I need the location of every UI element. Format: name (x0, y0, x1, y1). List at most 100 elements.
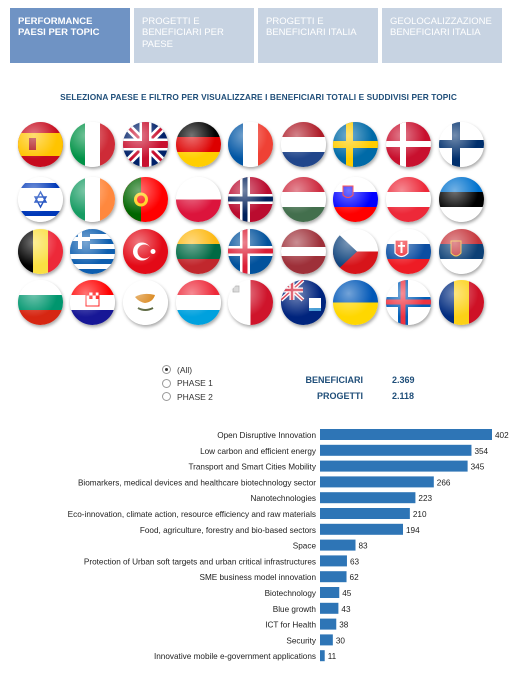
bar[interactable] (320, 508, 410, 519)
bar[interactable] (320, 618, 337, 630)
bar[interactable] (320, 539, 356, 551)
bar-category-label: Innovative mobile e-government applicati… (154, 652, 316, 661)
denmark-flag-icon[interactable] (386, 122, 431, 167)
topic-bar-chart: Open Disruptive Innovation 402 Low carbon … (68, 429, 509, 662)
bar-category-label: Protection of Urban soft targets and urb… (84, 557, 316, 566)
bar-category-label: Nanotechnologies (250, 494, 316, 503)
bar-value-label: 266 (437, 478, 451, 487)
uk-flag-icon[interactable] (123, 122, 168, 167)
cyprus-flag-icon[interactable] (123, 280, 168, 325)
lithuania-flag-icon[interactable] (176, 229, 221, 274)
bar-value-label: 354 (474, 447, 488, 456)
bar[interactable] (320, 444, 472, 456)
bulgaria-flag-icon[interactable] (18, 280, 63, 325)
greece-flag-icon[interactable] (70, 229, 115, 274)
bar[interactable] (320, 555, 347, 567)
bar-value-label: 223 (418, 494, 432, 503)
bar[interactable] (320, 571, 347, 583)
tab-performance-paesi[interactable]: PERFORMANCE PAESI PER TOPIC (10, 8, 130, 63)
bar-category-label: Eco-innovation, climate action, resource… (68, 510, 316, 519)
norway-flag-icon[interactable] (228, 177, 273, 222)
portugal-flag-icon[interactable] (123, 177, 168, 222)
bar-value-label: 83 (359, 542, 369, 551)
germany-flag-icon[interactable] (176, 122, 221, 167)
netherlands-flag-icon[interactable] (281, 122, 326, 167)
bar-value-label: 210 (413, 510, 427, 519)
bar-category-label: SME business model innovation (199, 573, 316, 582)
serbia-flag-icon[interactable] (439, 229, 484, 274)
poland-flag-icon[interactable] (176, 177, 221, 222)
radio-icon[interactable] (162, 392, 171, 402)
bar-category-label: ICT for Health (265, 621, 316, 630)
radio-icon[interactable] (162, 378, 171, 388)
beneficiari-label: BENEFICIARI (305, 375, 363, 385)
bar-value-label: 194 (406, 526, 420, 535)
bar-category-label: Low carbon and efficient energy (200, 447, 317, 456)
bar[interactable] (320, 492, 416, 504)
finland-flag-icon[interactable] (439, 122, 484, 167)
radio-selected-icon[interactable] (162, 365, 171, 375)
phase-option-2[interactable]: PHASE 2 (162, 390, 213, 404)
israel-flag-icon[interactable] (18, 177, 63, 222)
bar-value-label: 63 (350, 557, 360, 566)
bar-category-label: Open Disruptive Innovation (217, 431, 316, 440)
ukraine-flag-icon[interactable] (333, 280, 378, 325)
malta-flag-icon[interactable] (228, 280, 273, 325)
progetti-value: 2.118 (392, 391, 415, 401)
phase-option-all[interactable]: (All) (162, 363, 213, 377)
bar-category-label: Space (293, 542, 317, 551)
bar[interactable] (320, 476, 434, 488)
spain-flag-icon[interactable] (18, 122, 63, 167)
page-subtitle: SELEZIONA PAESE E FILTRO PER VISUALIZZAR… (60, 92, 457, 102)
croatia-flag-icon[interactable] (70, 280, 115, 325)
italy-flag-icon[interactable] (70, 122, 115, 167)
tab-bar: PERFORMANCE PAESI PER TOPIC PROGETTI E B… (10, 8, 502, 63)
hungary-flag-icon[interactable] (281, 177, 326, 222)
tab-progetti-beneficiari-paese[interactable]: PROGETTI E BENEFICIARI PER PAESE (134, 8, 254, 63)
bar-category-label: Security (286, 636, 316, 645)
bar-category-label: Food, agriculture, forestry and bio-base… (140, 526, 316, 535)
anguilla-flag-icon[interactable] (281, 280, 326, 325)
progetti-label: PROGETTI (316, 391, 363, 401)
bar-value-label: 62 (350, 573, 360, 582)
bar-category-label: Biotechnology (265, 589, 317, 598)
phase-option-label: PHASE 1 (177, 378, 213, 389)
bar-value-label: 38 (339, 621, 349, 630)
bar[interactable] (320, 460, 468, 472)
bar-value-label: 30 (336, 636, 346, 645)
bar[interactable] (320, 587, 340, 598)
bar-category-label: Biomarkers, medical devices and healthca… (78, 478, 316, 487)
bar[interactable] (320, 429, 492, 440)
turkey-flag-icon[interactable] (123, 229, 168, 274)
bar-value-label: 345 (471, 463, 485, 472)
bar-value-label: 45 (342, 589, 352, 598)
austria-flag-icon[interactable] (386, 177, 431, 222)
france-flag-icon[interactable] (228, 122, 273, 167)
sweden-flag-icon[interactable] (333, 122, 378, 167)
romania-flag-icon[interactable] (439, 280, 484, 325)
czech-flag-icon[interactable] (333, 229, 378, 274)
bar-value-label: 11 (328, 652, 337, 661)
phase-filter: (All) PHASE 1 PHASE 2 (162, 363, 213, 404)
luxembourg-flag-icon[interactable] (176, 280, 221, 325)
bar[interactable] (320, 634, 333, 646)
slovakia-flag-icon[interactable] (386, 229, 431, 274)
latvia-flag-icon[interactable] (281, 229, 326, 274)
bar[interactable] (320, 523, 404, 535)
belgium-flag-icon[interactable] (18, 229, 63, 274)
bar[interactable] (320, 650, 325, 662)
estonia-flag-icon[interactable] (439, 177, 484, 222)
tab-geolocalizzazione[interactable]: GEOLOCALIZZAZIONE BENEFICIARI ITALIA (382, 8, 502, 63)
phase-option-label: (All) (177, 364, 193, 375)
slovenia-flag-icon[interactable] (333, 177, 378, 222)
faroe-flag-icon[interactable] (386, 280, 431, 325)
bar-value-label: 402 (495, 431, 509, 440)
phase-option-1[interactable]: PHASE 1 (162, 377, 213, 391)
beneficiari-value: 2.369 (392, 375, 415, 385)
ireland-flag-icon[interactable] (70, 177, 115, 222)
bar[interactable] (320, 602, 339, 614)
phase-option-label: PHASE 2 (177, 391, 213, 402)
tab-progetti-beneficiari-italia[interactable]: PROGETTI E BENEFICIARI ITALIA (258, 8, 378, 63)
iceland-flag-icon[interactable] (228, 229, 273, 274)
bar-value-label: 43 (341, 605, 351, 614)
